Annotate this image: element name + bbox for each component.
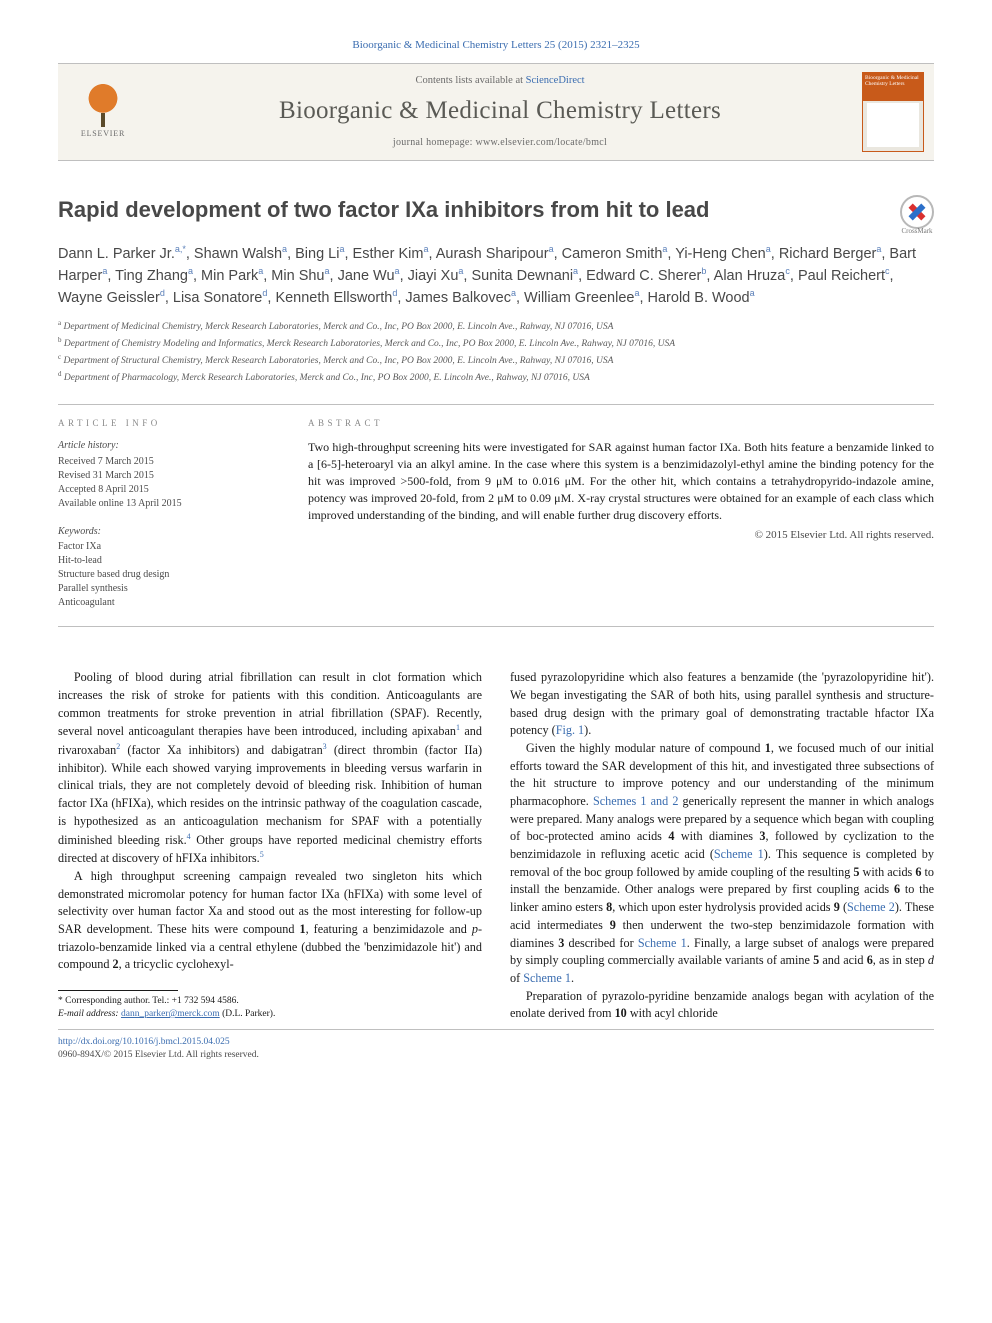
article-info-label: ARTICLE INFO — [58, 417, 268, 429]
scheme1-link-a[interactable]: Scheme 1 — [714, 847, 764, 861]
scheme1-link-b[interactable]: Scheme 1 — [638, 936, 687, 950]
body-p1: Pooling of blood during atrial fibrillat… — [58, 669, 482, 868]
elsevier-logo: ELSEVIER — [68, 74, 138, 150]
ref-5[interactable]: 5 — [260, 850, 264, 859]
history-line: Revised 31 March 2015 — [58, 469, 268, 483]
article-info: ARTICLE INFO Article history: Received 7… — [58, 417, 268, 610]
email-label: E-mail address: — [58, 1009, 119, 1019]
keyword-line: Anticoagulant — [58, 596, 268, 610]
article-title: Rapid development of two factor IXa inhi… — [58, 195, 886, 225]
body-p3: fused pyrazolopyridine which also featur… — [510, 669, 934, 740]
email-link[interactable]: dann_parker@merck.com — [121, 1009, 220, 1019]
footnote-block: * Corresponding author. Tel.: +1 732 594… — [58, 990, 482, 1021]
crossmark-label: CrossMark — [901, 227, 932, 236]
corresponding-author: * Corresponding author. Tel.: +1 732 594… — [58, 995, 482, 1008]
history-head: Article history: — [58, 439, 268, 453]
journal-cover-thumb: Bioorganic & Medicinal Chemistry Letters — [862, 72, 924, 152]
keyword-line: Structure based drug design — [58, 568, 268, 582]
history-line: Accepted 8 April 2015 — [58, 483, 268, 497]
journal-name: Bioorganic & Medicinal Chemistry Letters — [148, 94, 852, 128]
masthead-center: Contents lists available at ScienceDirec… — [148, 74, 852, 149]
affiliations: a Department of Medicinal Chemistry, Mer… — [58, 318, 934, 386]
scheme2-link[interactable]: Scheme 2 — [847, 900, 895, 914]
abstract-label: ABSTRACT — [308, 417, 934, 429]
body-p4: Given the highly modular nature of compo… — [510, 740, 934, 988]
footnote-rule — [58, 990, 178, 991]
elsevier-tree-icon — [82, 83, 124, 127]
affiliation-line: b Department of Chemistry Modeling and I… — [58, 335, 934, 352]
footer-copyright: 0960-894X/© 2015 Elsevier Ltd. All right… — [58, 1050, 259, 1060]
affiliation-line: d Department of Pharmacology, Merck Rese… — [58, 369, 934, 386]
hr — [58, 626, 934, 627]
body-p5: Preparation of pyrazolo-pyridine benzami… — [510, 988, 934, 1023]
author-list: Dann L. Parker Jr.a,*, Shawn Walsha, Bin… — [58, 243, 934, 309]
body-p2: A high throughput screening campaign rev… — [58, 868, 482, 974]
contents-lists: Contents lists available at ScienceDirec… — [148, 74, 852, 88]
fig1-link[interactable]: Fig. 1 — [556, 723, 584, 737]
affiliation-line: a Department of Medicinal Chemistry, Mer… — [58, 318, 934, 335]
cover-thumb-body — [867, 103, 919, 147]
elsevier-wordmark: ELSEVIER — [81, 129, 125, 140]
keywords-head: Keywords: — [58, 525, 268, 539]
journal-homepage: journal homepage: www.elsevier.com/locat… — [148, 136, 852, 150]
body-columns: Pooling of blood during atrial fibrillat… — [58, 669, 934, 1023]
doi-link[interactable]: http://dx.doi.org/10.1016/j.bmcl.2015.04… — [58, 1037, 230, 1047]
cover-thumb-title: Bioorganic & Medicinal Chemistry Letters — [863, 73, 923, 101]
email-person: (D.L. Parker). — [222, 1009, 275, 1019]
keyword-line: Parallel synthesis — [58, 582, 268, 596]
citation-line: Bioorganic & Medicinal Chemistry Letters… — [58, 38, 934, 53]
abstract-text: Two high-throughput screening hits were … — [308, 439, 934, 524]
keyword-line: Hit-to-lead — [58, 554, 268, 568]
scheme1-link-c[interactable]: Scheme 1 — [523, 971, 571, 985]
contents-prefix: Contents lists available at — [415, 75, 525, 86]
schemes-1-2-link[interactable]: Schemes 1 and 2 — [593, 794, 678, 808]
abstract-copyright: © 2015 Elsevier Ltd. All rights reserved… — [308, 528, 934, 543]
keyword-line: Factor IXa — [58, 540, 268, 554]
history-line: Received 7 March 2015 — [58, 455, 268, 469]
history-line: Available online 13 April 2015 — [58, 497, 268, 511]
sciencedirect-link[interactable]: ScienceDirect — [526, 75, 585, 86]
page-footer: http://dx.doi.org/10.1016/j.bmcl.2015.04… — [58, 1029, 934, 1062]
affiliation-line: c Department of Structural Chemistry, Me… — [58, 352, 934, 369]
abstract-section: ABSTRACT Two high-throughput screening h… — [308, 417, 934, 610]
masthead: ELSEVIER Contents lists available at Sci… — [58, 63, 934, 161]
crossmark-icon[interactable]: CrossMark — [900, 195, 934, 229]
